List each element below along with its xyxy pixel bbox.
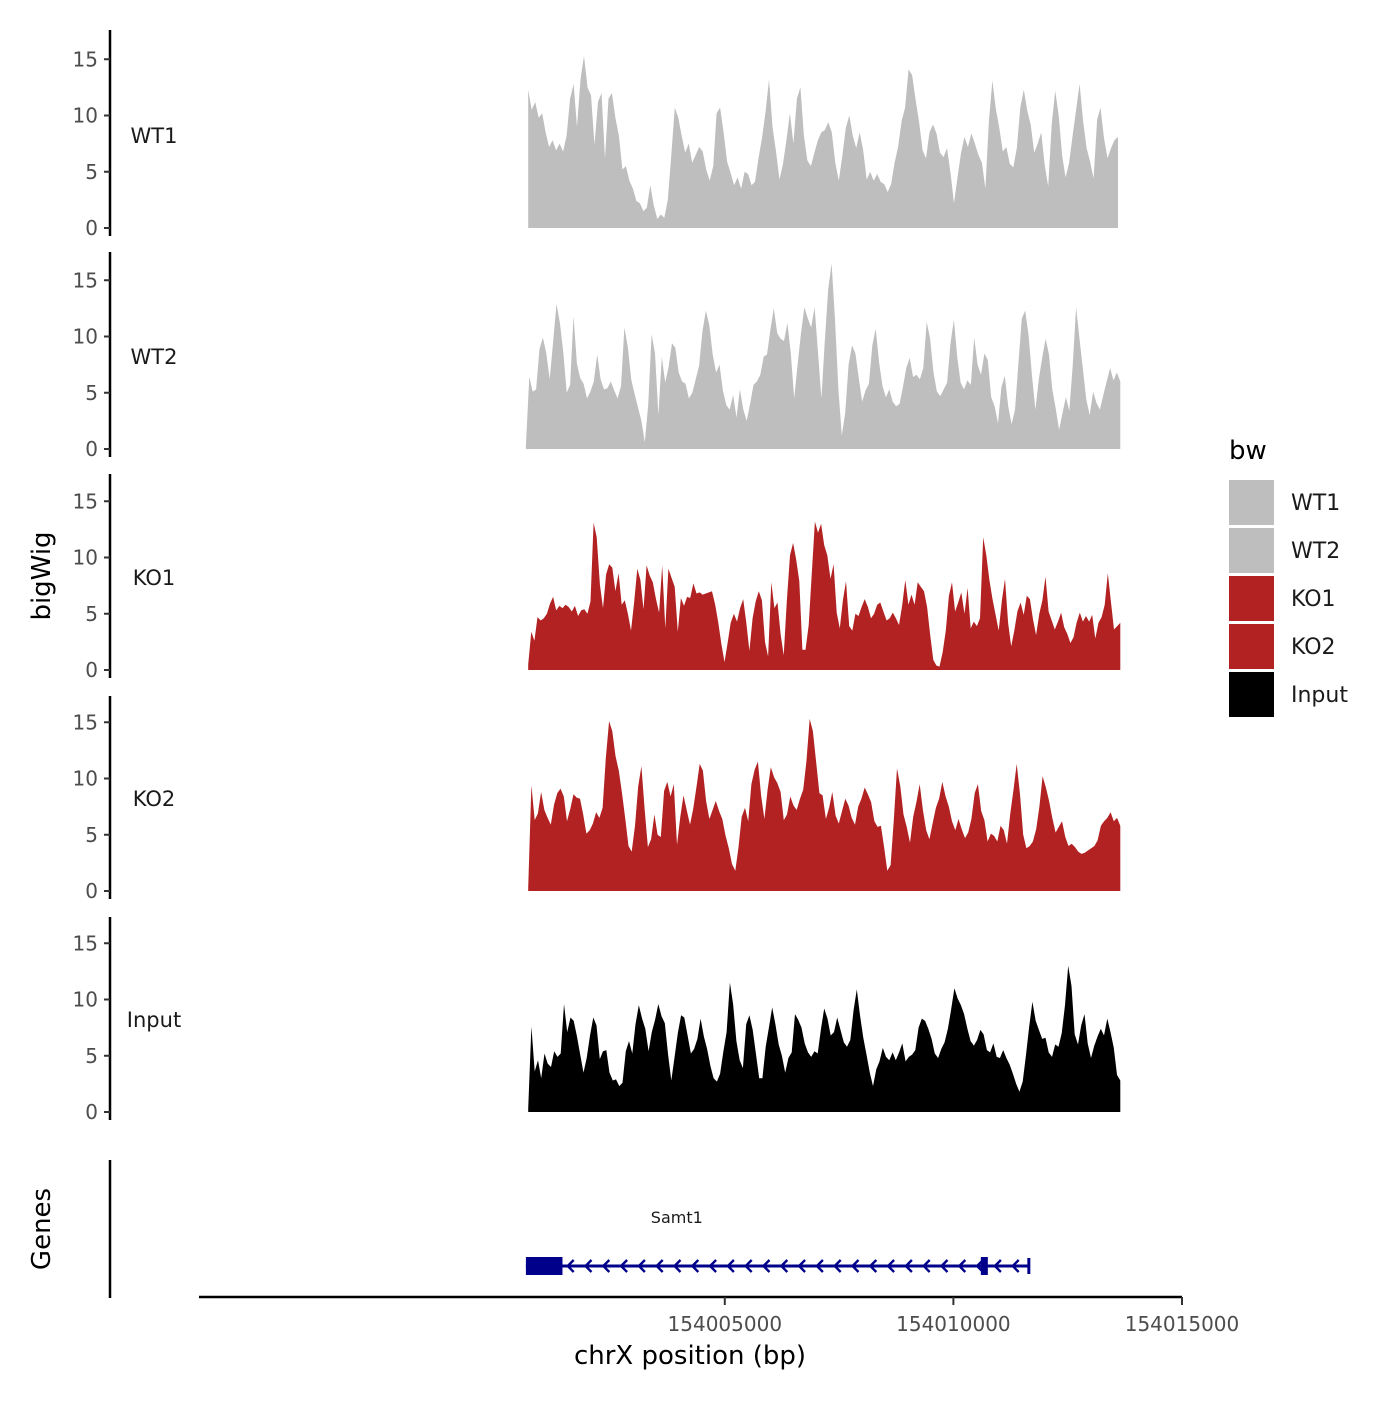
strand-arrow bbox=[886, 1259, 895, 1273]
tracks-layer: 0 5 10 15 WT1 0 5 10 15 WT2 0 5 10 15 KO1 0 5 10 15 KO2 0 5 10… bbox=[73, 30, 1121, 1124]
strand-arrow bbox=[993, 1259, 1002, 1273]
y-tick-label: 15 bbox=[73, 710, 98, 734]
strand-arrow bbox=[619, 1259, 628, 1273]
gene-exon bbox=[980, 1257, 988, 1275]
track-ko1: 0 5 10 15 KO1 bbox=[73, 474, 1121, 682]
track-label: Input bbox=[127, 1008, 181, 1032]
gene-name-label: Samt1 bbox=[651, 1208, 703, 1227]
strand-arrow bbox=[797, 1259, 806, 1273]
legend-title: bw bbox=[1229, 436, 1267, 466]
y-tick-label: 10 bbox=[73, 988, 98, 1012]
x-tick-label: 154010000 bbox=[896, 1312, 1011, 1336]
strand-arrow bbox=[922, 1259, 931, 1273]
y-tick-label: 0 bbox=[85, 437, 98, 461]
strand-arrow bbox=[850, 1259, 860, 1273]
track-label: KO1 bbox=[133, 566, 176, 590]
strand-arrow bbox=[761, 1259, 771, 1273]
legend-label-ko1: KO1 bbox=[1291, 587, 1336, 612]
coverage-area-input bbox=[528, 965, 1121, 1112]
strand-arrow bbox=[957, 1259, 967, 1273]
x-axis-title: chrX position (bp) bbox=[574, 1341, 806, 1371]
y-tick-label: 10 bbox=[73, 325, 98, 349]
strand-arrow bbox=[744, 1259, 753, 1273]
y-tick-label: 5 bbox=[85, 823, 98, 847]
y-tick-label: 5 bbox=[85, 602, 98, 626]
strand-arrow bbox=[1011, 1259, 1020, 1273]
legend: bw WT1 WT2 KO1 KO2 Input bbox=[1229, 436, 1348, 717]
coverage-area-wt2 bbox=[525, 263, 1121, 449]
y-tick-label: 0 bbox=[85, 1100, 98, 1124]
y-tick-label: 10 bbox=[73, 767, 98, 791]
track-wt2: 0 5 10 15 WT2 bbox=[73, 252, 1121, 461]
track-label: WT2 bbox=[131, 345, 178, 369]
legend-swatch-input bbox=[1229, 672, 1274, 717]
track-label: WT1 bbox=[131, 124, 178, 148]
x-tick-label: 154005000 bbox=[668, 1312, 783, 1336]
track-label: KO2 bbox=[133, 787, 176, 811]
strand-arrow bbox=[904, 1259, 913, 1273]
strand-arrow bbox=[637, 1259, 646, 1273]
x-axis: 154005000 154010000 154015000 chrX positio… bbox=[199, 1295, 1240, 1371]
legend-entries: WT1 WT2 KO1 KO2 Input bbox=[1229, 480, 1348, 717]
y-tick-label: 15 bbox=[73, 931, 98, 955]
gene-track-title: Genes bbox=[27, 1188, 57, 1270]
track-ko2: 0 5 10 15 KO2 bbox=[73, 696, 1121, 903]
legend-label-ko2: KO2 bbox=[1291, 635, 1336, 660]
track-wt1: 0 5 10 15 WT1 bbox=[73, 30, 1118, 240]
coverage-area-ko2 bbox=[528, 718, 1121, 891]
gene-track: Genes Samt1 bbox=[27, 1160, 1031, 1298]
legend-swatch-ko1 bbox=[1229, 576, 1274, 621]
strand-arrow bbox=[779, 1259, 789, 1273]
y-tick-label: 5 bbox=[85, 381, 98, 405]
strand-arrow bbox=[690, 1259, 700, 1273]
strand-arrow bbox=[815, 1259, 824, 1273]
y-tick-label: 5 bbox=[85, 160, 98, 184]
strand-arrow bbox=[672, 1259, 682, 1273]
y-tick-label: 0 bbox=[85, 879, 98, 903]
strand-arrow bbox=[655, 1259, 664, 1273]
y-tick-label: 15 bbox=[73, 47, 98, 71]
strand-arrow bbox=[583, 1259, 593, 1273]
gene-exon bbox=[525, 1257, 563, 1275]
track-input: 0 5 10 15 Input bbox=[73, 917, 1121, 1124]
legend-label-wt1: WT1 bbox=[1291, 491, 1340, 516]
y-axis-title: bigWig bbox=[27, 531, 57, 620]
y-tick-label: 5 bbox=[85, 1044, 98, 1068]
y-tick-label: 0 bbox=[85, 216, 98, 240]
gene-model bbox=[525, 1257, 1031, 1275]
legend-swatch-wt1 bbox=[1229, 480, 1274, 525]
legend-label-wt2: WT2 bbox=[1291, 539, 1340, 564]
x-tick-label: 154015000 bbox=[1125, 1312, 1240, 1336]
legend-label-input: Input bbox=[1291, 683, 1348, 708]
coverage-area-wt1 bbox=[528, 55, 1118, 229]
coverage-area-ko1 bbox=[528, 521, 1121, 670]
x-ticks: 154005000 154010000 154015000 bbox=[668, 1297, 1240, 1336]
strand-arrow bbox=[708, 1259, 717, 1273]
legend-swatch-ko2 bbox=[1229, 624, 1274, 669]
strand-arrow bbox=[566, 1259, 575, 1273]
strand-arrow bbox=[833, 1259, 842, 1273]
y-tick-label: 0 bbox=[85, 658, 98, 682]
y-tick-label: 15 bbox=[73, 489, 98, 513]
y-tick-label: 10 bbox=[73, 546, 98, 570]
y-tick-label: 15 bbox=[73, 268, 98, 292]
strand-arrow bbox=[939, 1259, 949, 1273]
strand-arrow bbox=[601, 1259, 611, 1273]
y-tick-label: 10 bbox=[73, 104, 98, 128]
strand-arrow bbox=[726, 1259, 735, 1273]
legend-swatch-wt2 bbox=[1229, 528, 1274, 573]
strand-arrow bbox=[868, 1259, 878, 1273]
